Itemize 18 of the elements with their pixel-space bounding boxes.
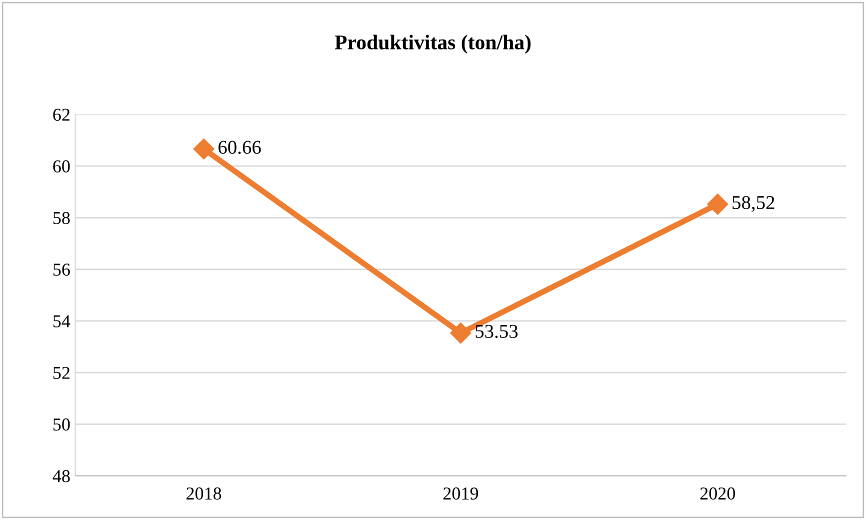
y-tick-label: 56 (53, 264, 70, 276)
data-label: 60.66 (218, 140, 261, 154)
y-tick-label: 60 (53, 160, 70, 172)
point (450, 322, 472, 344)
y-tick-label: 52 (53, 366, 70, 379)
y-tick-label: 62 (53, 108, 70, 121)
y-tick-label: 58 (53, 212, 70, 224)
x-tick-label: 2019 (443, 487, 478, 500)
y-tick-label: 48 (52, 470, 70, 482)
x-tick-label: 2018 (186, 487, 222, 500)
x-tick-label: 2020 (700, 487, 735, 500)
data-label: 53.53 (476, 324, 518, 338)
y-tick-label: 54 (53, 315, 70, 328)
y-tick-label: 50 (53, 418, 70, 431)
data-label: 58,52 (732, 196, 774, 212)
point (193, 138, 214, 160)
point (707, 194, 728, 215)
chart-title: Produktivitas (ton/ha) (334, 34, 531, 54)
